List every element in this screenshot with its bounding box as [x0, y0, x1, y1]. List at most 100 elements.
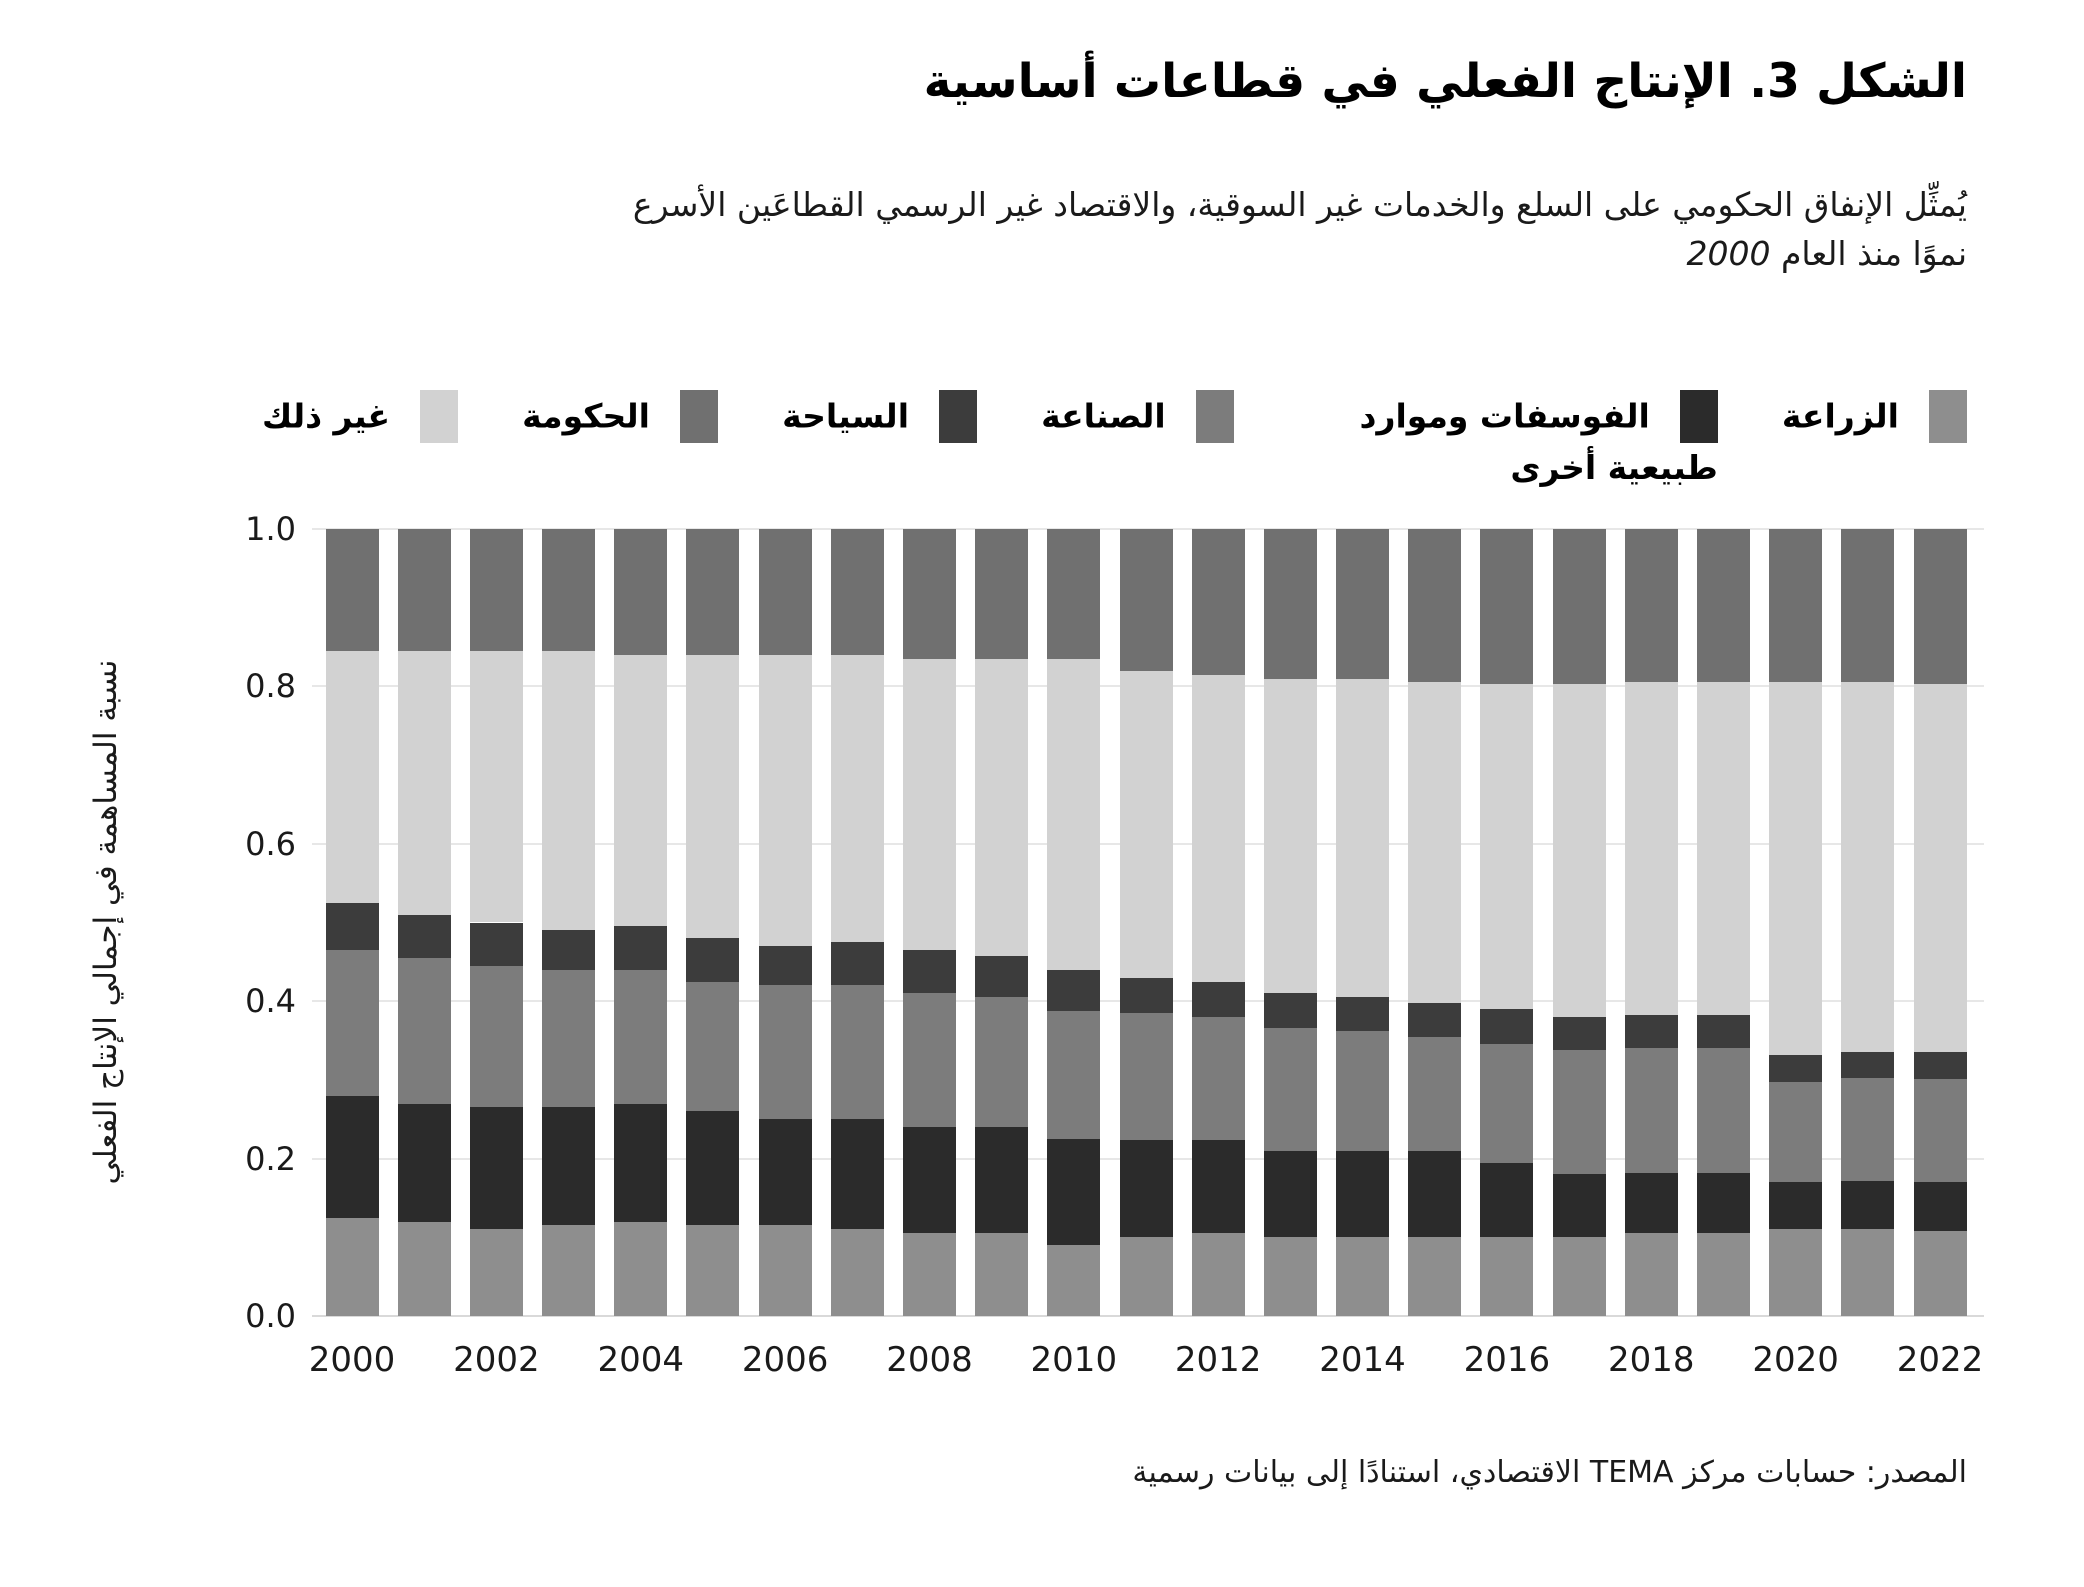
bar-segment-2005	[686, 654, 740, 939]
bar-segment-2004	[614, 926, 668, 970]
bar-segment-2009	[975, 1127, 1029, 1234]
chart-legend: الزراعة الفوسفات وموارد طبيعية أخرى الصن…	[262, 390, 1967, 493]
bar-segment-2011	[1119, 977, 1173, 1013]
figure-title: الشكل 3. الإنتاج الفعلي في قطاعات أساسية	[923, 54, 1967, 109]
bar-segment-2021	[1841, 1180, 1895, 1230]
bar-segment-2011	[1119, 1237, 1173, 1316]
bar-segment-2017	[1552, 1174, 1606, 1238]
bar-segment-2010	[1047, 1011, 1101, 1139]
subtitle-line1: يُمثِّل الإنفاق الحكومي على السلع والخدم…	[632, 185, 1967, 224]
bar-segment-2022	[1913, 1231, 1967, 1316]
bar-segment-2012	[1191, 674, 1245, 982]
bar-segment-2012	[1191, 981, 1245, 1017]
bar-segment-2019	[1696, 1048, 1750, 1173]
legend-swatch-industry-icon	[1195, 390, 1234, 443]
bar-segment-2020	[1769, 1229, 1823, 1316]
bar-segment-2003	[542, 1225, 596, 1316]
bar-segment-2008	[902, 1127, 956, 1234]
bar-segment-2017	[1552, 684, 1606, 1017]
bar-segment-2014	[1336, 1150, 1390, 1238]
legend-label-other: غير ذلك	[262, 396, 391, 436]
bar-segment-2012	[1191, 1233, 1245, 1316]
x-tick-label: 2008	[886, 1340, 973, 1380]
legend-item-industry: الصناعة	[1041, 390, 1234, 443]
legend-label-government: الحكومة	[522, 396, 650, 436]
figure-subtitle: يُمثِّل الإنفاق الحكومي على السلع والخدم…	[117, 180, 1967, 278]
bar-segment-2009	[975, 529, 1029, 659]
bar-segment-2007	[830, 985, 884, 1120]
bar-segment-2006	[758, 1119, 812, 1226]
bar-segment-2004	[614, 529, 668, 655]
bar-segment-2012	[1191, 529, 1245, 675]
bar-segment-2004	[614, 1103, 668, 1222]
bar-segment-2015	[1408, 1237, 1462, 1316]
x-axis-line	[312, 1315, 1984, 1317]
bar-segment-2007	[830, 529, 884, 655]
bar-segment-2017	[1552, 529, 1606, 685]
bar-segment-2001	[397, 1103, 451, 1222]
bar-segment-2006	[758, 946, 812, 986]
x-tick-label: 2006	[741, 1340, 829, 1380]
bar-segment-2010	[1047, 1138, 1101, 1246]
x-tick-label: 2004	[597, 1340, 684, 1380]
x-tick-label: 2012	[1174, 1340, 1262, 1380]
bar-segment-2004	[614, 969, 668, 1104]
x-tick-label: 2022	[1896, 1340, 1984, 1380]
legend-swatch-tourism-icon	[939, 390, 978, 443]
bar-segment-2021	[1841, 529, 1895, 683]
bar-segment-2006	[758, 654, 812, 947]
bar-segment-2003	[542, 529, 596, 651]
bar-segment-2022	[1913, 1182, 1967, 1231]
subtitle-line2: نموًا منذ العام	[1780, 234, 1967, 273]
bar-segment-2011	[1119, 1140, 1173, 1238]
bar-segment-2001	[397, 957, 451, 1104]
bar-segment-2016	[1480, 529, 1534, 685]
bar-segment-2015	[1408, 529, 1462, 682]
bar-segment-2021	[1841, 1077, 1895, 1181]
bar-segment-2013	[1263, 1237, 1317, 1316]
bar-segment-2002	[469, 529, 523, 651]
bar-segment-2008	[902, 950, 956, 994]
bar-segment-2010	[1047, 969, 1101, 1012]
bar-segment-2018	[1624, 1048, 1678, 1173]
bar-segment-2006	[758, 1225, 812, 1316]
bar-segment-2019	[1696, 529, 1750, 682]
bar-segment-2006	[758, 529, 812, 655]
bar-segment-2016	[1480, 1044, 1534, 1163]
bar-segment-2018	[1624, 529, 1678, 683]
bar-segment-2021	[1841, 1229, 1895, 1316]
bar-segment-2017	[1552, 1237, 1606, 1316]
bar-segment-2010	[1047, 1245, 1101, 1316]
bar-segment-2017	[1552, 1016, 1606, 1050]
bar-segment-2011	[1119, 529, 1173, 671]
bar-segment-2001	[397, 529, 451, 651]
legend-item-agriculture: الزراعة	[1782, 390, 1967, 443]
bar-segment-2019	[1696, 1233, 1750, 1316]
bar-segment-2003	[542, 930, 596, 970]
legend-swatch-phosphates-icon	[1679, 390, 1718, 443]
legend-label-phosphates: الفوسفات وموارد طبيعية أخرى	[1359, 396, 1718, 488]
legend-item-other: غير ذلك	[262, 390, 459, 443]
legend-swatch-agriculture-icon	[1929, 390, 1967, 443]
y-tick-label: 1.0	[245, 510, 296, 548]
bar-segment-2018	[1624, 1172, 1678, 1234]
bar-segment-2000	[325, 1095, 379, 1218]
bar-segment-2005	[686, 1225, 740, 1316]
bar-segment-2001	[397, 914, 451, 958]
x-tick-label: 2016	[1463, 1340, 1551, 1380]
bar-segment-2009	[975, 1233, 1029, 1316]
bar-segment-2010	[1047, 658, 1101, 970]
x-tick-label: 2020	[1752, 1340, 1839, 1380]
y-axis-title: نسبة المساهمة في إجمالي الإنتاج الفعلي	[88, 659, 124, 1185]
bar-segment-2008	[902, 529, 956, 659]
bar-segment-2001	[397, 650, 451, 915]
y-tick-label: 0.0	[245, 1297, 296, 1335]
bar-segment-2014	[1336, 1237, 1390, 1316]
legend-label-agriculture: الزراعة	[1781, 396, 1899, 436]
source-note: المصدر: حسابات مركز TEMA الاقتصادي، استن…	[1132, 1455, 1967, 1490]
x-tick-label: 2000	[308, 1340, 396, 1380]
bar-segment-2013	[1263, 993, 1317, 1028]
bar-segment-2009	[975, 658, 1029, 956]
